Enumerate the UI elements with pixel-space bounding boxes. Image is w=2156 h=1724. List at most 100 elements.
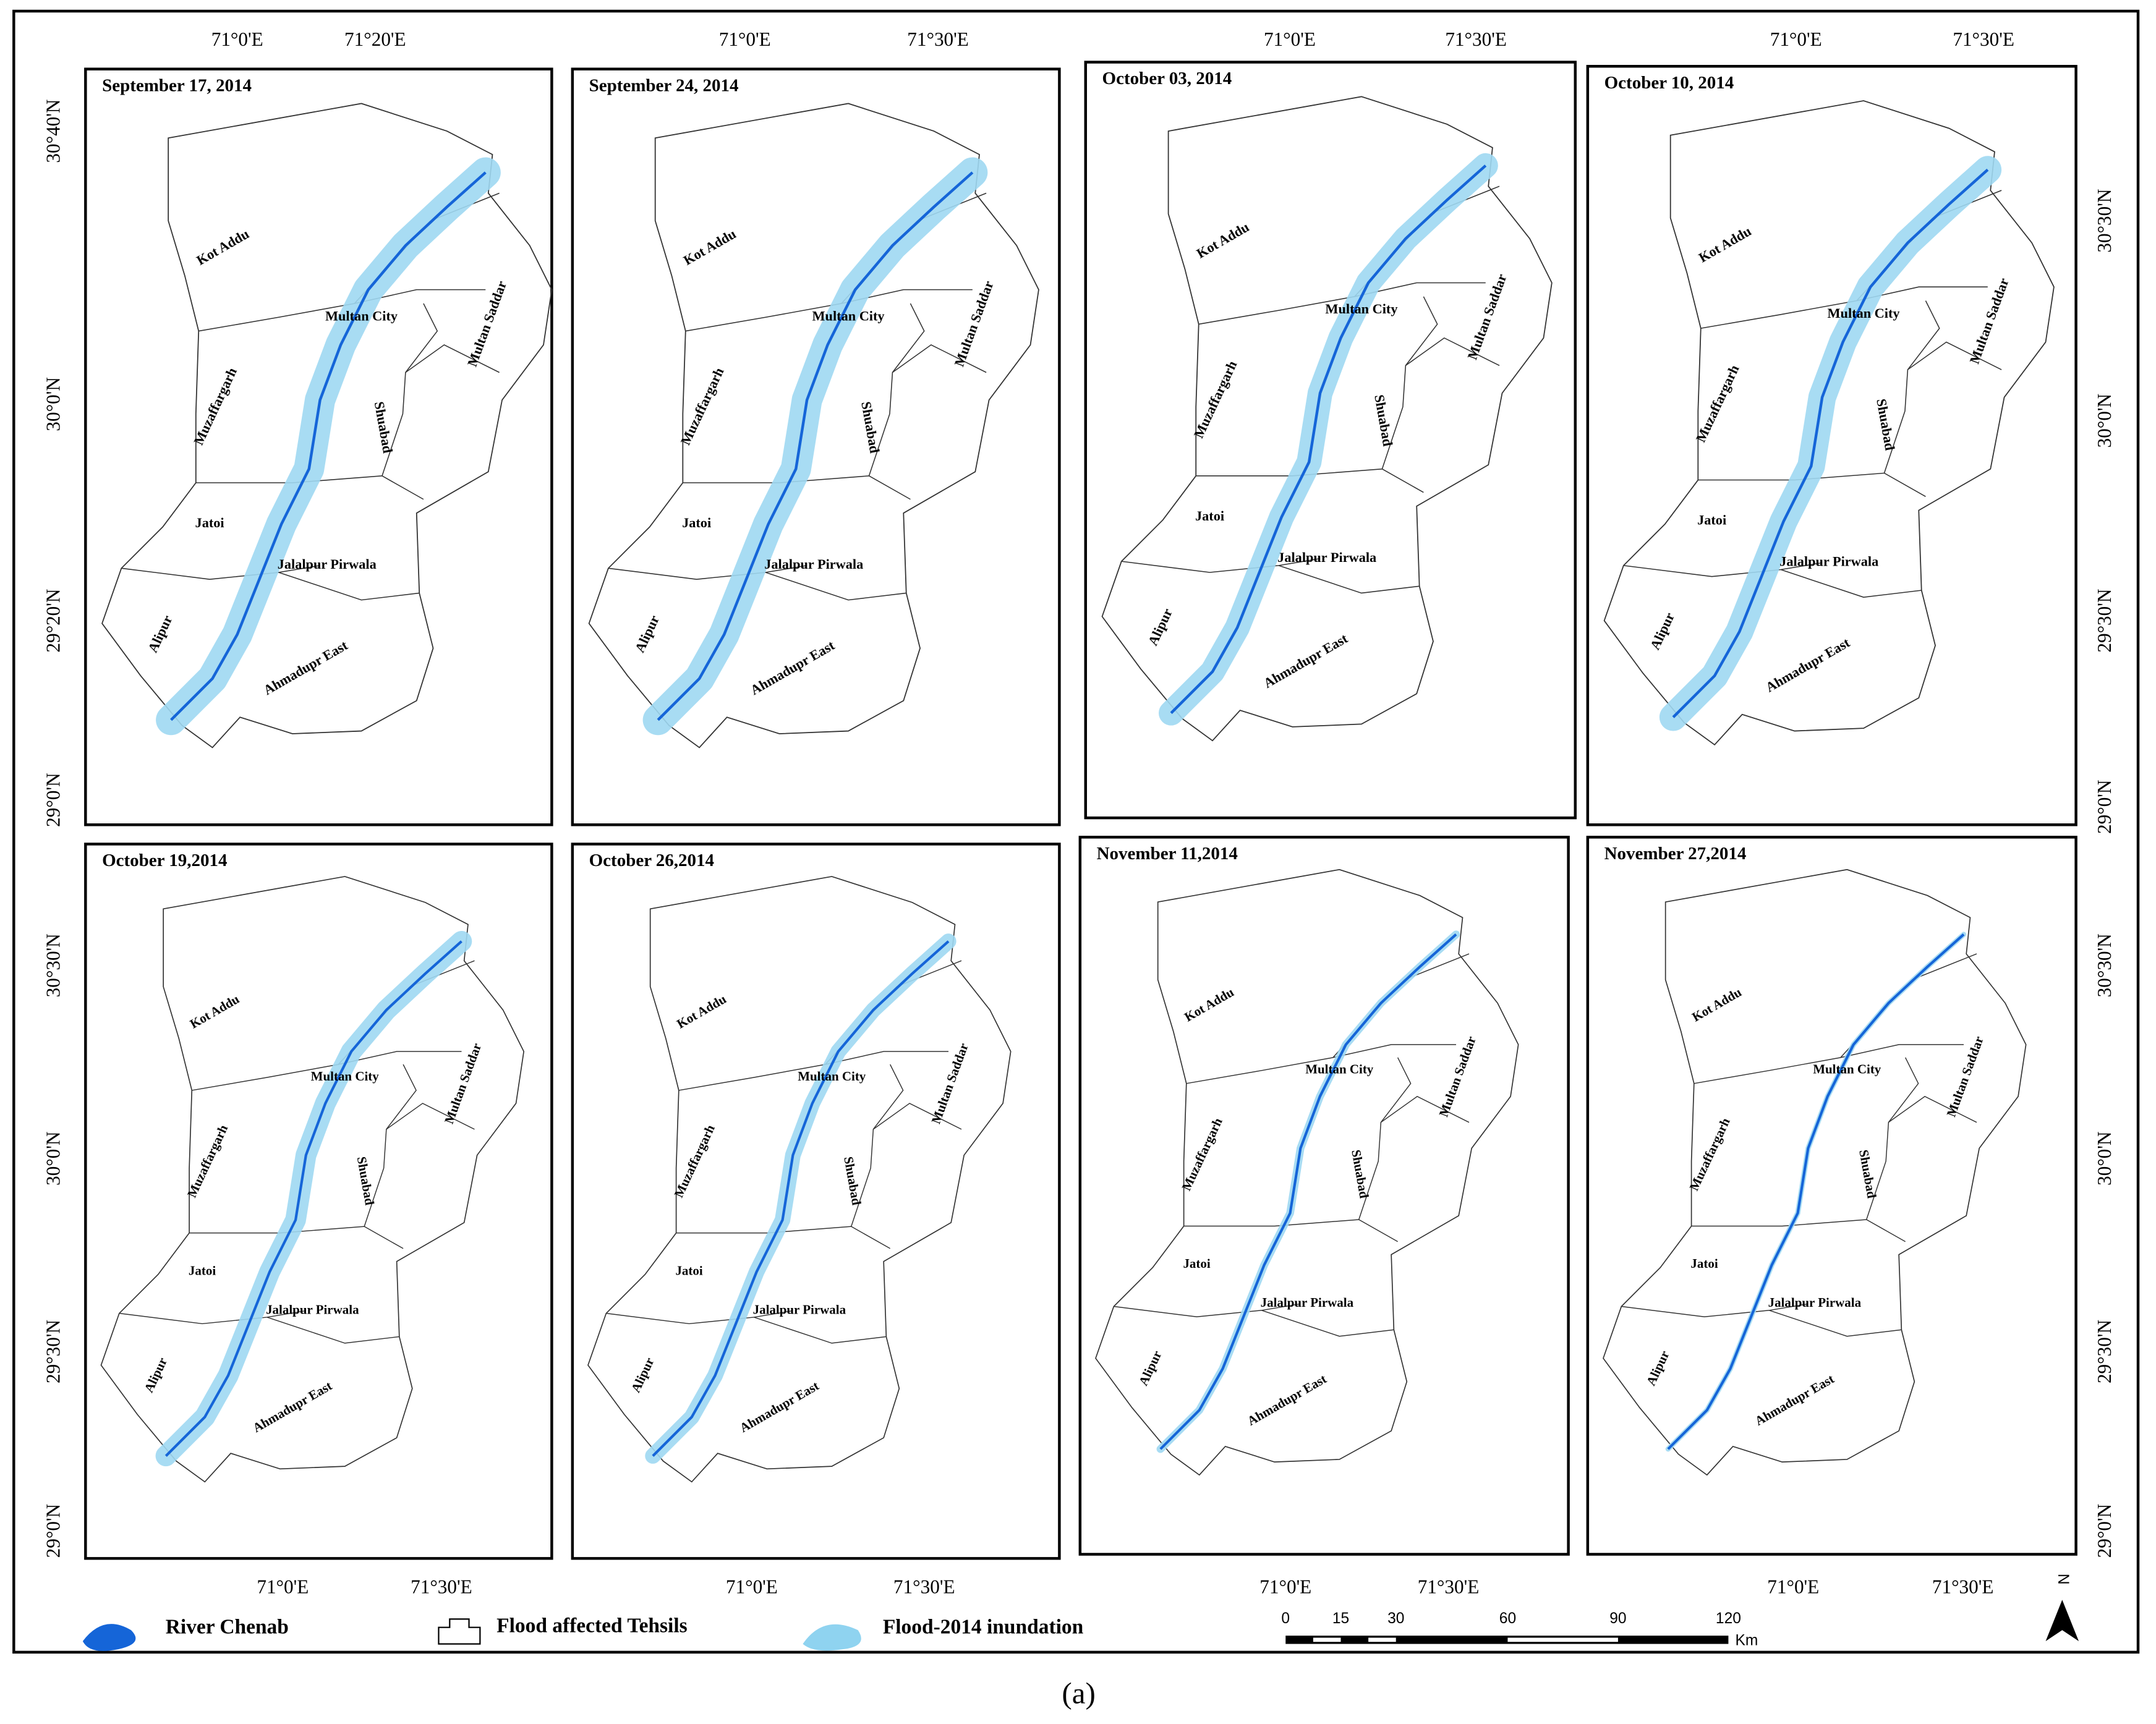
map-panel: Kot Addu Muzaffargarh Multan City Multan Sa… — [1603, 868, 2027, 1476]
latitude-label: 29°30'N — [42, 1320, 64, 1383]
tehsil-label: Shuabad — [354, 1155, 377, 1207]
latitude-label: 30°40'N — [42, 100, 64, 163]
map-panel: Kot Addu Muzaffargarh Multan City Multan Sa… — [101, 103, 553, 749]
river-chenab — [1672, 168, 1989, 718]
latitude-label: 29°0'N — [42, 1504, 64, 1558]
tehsil-label: Shuabad — [841, 1155, 864, 1207]
tehsil-label: Alipur — [628, 1355, 657, 1395]
map-panel-frame — [84, 67, 553, 826]
scale-bar-seg — [1313, 1637, 1341, 1642]
district-outline — [1095, 868, 1519, 1476]
tehsil-boundary — [868, 344, 987, 477]
tehsil-boundary — [1183, 1219, 1398, 1242]
tehsil-boundary — [121, 565, 320, 580]
tehsil-label: Jalalpur Pirwala — [1261, 1295, 1354, 1310]
tehsil-boundary — [1907, 300, 1940, 370]
tehsil-swatch — [438, 1618, 481, 1645]
latitude-label: 30°30'N — [2094, 933, 2115, 997]
map-panel: Kot Addu Muzaffargarh Multan City Multan Sa… — [587, 876, 1012, 1483]
panel-title: October 19,2014 — [102, 851, 227, 870]
tehsil-boundary — [872, 1064, 904, 1130]
river-chenab — [1667, 933, 1965, 1450]
tehsil-label: Muzaffargarh — [671, 1122, 718, 1199]
tehsil-label: Multan Saddar — [1966, 276, 2011, 365]
tehsil-boundary — [1780, 569, 1922, 598]
latitude-label: 30°30'N — [2094, 189, 2115, 253]
scale-label: 30 — [1387, 1610, 1404, 1627]
tehsil-boundary — [1278, 565, 1420, 594]
tehsil-boundary — [1121, 558, 1321, 573]
tehsil-label: Kot Addu — [187, 992, 242, 1032]
river-chenab — [1159, 933, 1457, 1450]
tehsil-label: Kot Addu — [1689, 985, 1744, 1025]
tehsil-label: Muzaffargarh — [184, 1122, 231, 1199]
tehsil-label: Kot Addu — [674, 992, 728, 1032]
latitude-label: 29°20'N — [42, 589, 64, 653]
panel-title: September 17, 2014 — [102, 75, 252, 95]
longitude-label: 71°0'E — [719, 28, 771, 50]
inundation-swatch — [803, 1624, 861, 1651]
tehsil-label: Jatoi — [189, 1263, 216, 1278]
district-outline — [101, 103, 553, 749]
tehsil-boundary — [1196, 468, 1424, 493]
tehsil-boundary — [1381, 337, 1500, 469]
tehsil-label: Shuabad — [1856, 1149, 1879, 1200]
tehsil-label: Multan City — [311, 1069, 380, 1084]
latitude-label: 30°0'N — [42, 1131, 64, 1185]
tehsil-label: Multan Saddar — [928, 1041, 971, 1126]
tehsil-label: Alipur — [632, 613, 662, 655]
tehsil-label: Jalalpur Pirwala — [1768, 1295, 1862, 1310]
district-outline — [1101, 96, 1553, 742]
scale-unit: Km — [1736, 1632, 1758, 1649]
tehsil-label: Ahmadupr East — [1245, 1371, 1329, 1429]
panel-title: October 26,2014 — [589, 851, 714, 870]
tehsil-label: Multan City — [1813, 1062, 1881, 1077]
tehsil-boundary — [405, 303, 438, 373]
tehsil-boundary — [278, 572, 420, 601]
tehsil-label: Shuabad — [1873, 397, 1898, 452]
tehsil-boundary — [676, 1226, 891, 1249]
legend-label: Flood affected Tehsils — [496, 1614, 688, 1637]
tehsil-label: Multan City — [325, 308, 398, 323]
panel-title: November 27,2014 — [1604, 844, 1747, 864]
tehsil-boundary — [1380, 1057, 1412, 1123]
tehsil-label: Shuabad — [372, 401, 396, 455]
tehsil-label: Jatoi — [1690, 1256, 1718, 1271]
longitude-label: 71°0'E — [211, 28, 263, 50]
tehsil-boundary — [195, 475, 424, 500]
tehsil-label: Alipur — [1647, 610, 1677, 652]
tehsil-boundary — [754, 1317, 887, 1344]
tehsil-label: Multan City — [812, 308, 885, 323]
tehsil-boundary — [608, 565, 807, 580]
district-outline — [100, 876, 525, 1483]
panel-title: November 11,2014 — [1097, 844, 1238, 864]
caption: (a) — [1062, 1676, 1095, 1710]
tehsil-boundary — [381, 344, 500, 477]
tehsil-label: Muzaffargarh — [1178, 1115, 1225, 1192]
longitude-label: 71°30'E — [907, 28, 969, 50]
river-chenab — [652, 940, 950, 1457]
tehsil-boundary — [1623, 562, 1823, 577]
tehsil-boundary — [1114, 1303, 1301, 1318]
tehsil-boundary — [189, 1226, 404, 1249]
tehsil-label: Alipur — [1643, 1348, 1672, 1388]
longitude-label: 71°30'E — [1932, 1576, 1994, 1597]
latitude-label: 30°0'N — [2094, 394, 2115, 448]
outer-frame — [12, 9, 2140, 1654]
tehsil-label: Jatoi — [675, 1263, 702, 1278]
scale-label: 15 — [1332, 1610, 1349, 1627]
tehsil-label: Kot Addu — [681, 226, 739, 268]
scale-label: 90 — [1609, 1610, 1626, 1627]
longitude-label: 71°0'E — [1264, 28, 1316, 50]
longitude-label: 71°0'E — [1259, 1576, 1311, 1597]
tehsil-label: Shuabad — [1349, 1149, 1371, 1200]
tehsil-label: Multan City — [1828, 305, 1900, 321]
tehsil-label: Jatoi — [1183, 1256, 1210, 1271]
tehsil-boundary — [1698, 472, 1926, 497]
latitude-label: 29°30'N — [2094, 589, 2115, 653]
scale-label: 120 — [1716, 1610, 1741, 1627]
tehsil-boundary — [1186, 1044, 1457, 1084]
tehsil-label: Jalalpur Pirwala — [1277, 550, 1376, 565]
tehsil-boundary — [1883, 341, 2002, 473]
